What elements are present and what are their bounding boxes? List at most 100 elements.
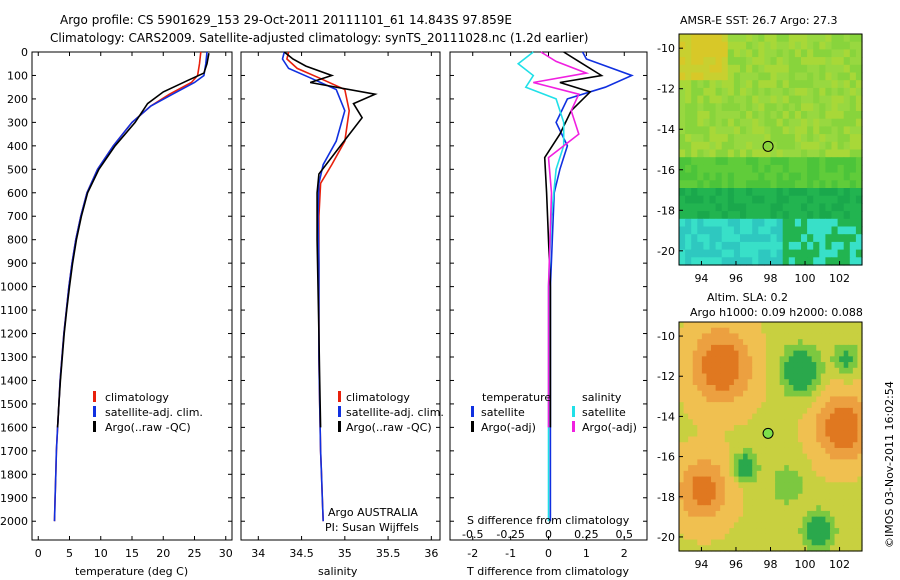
sla-map-cell [779,407,785,415]
legend-label-sal-argo: Argo(-adj) [582,421,637,434]
sst-map-cell [691,80,698,89]
sst-map-cell [758,111,765,120]
sla-map-cell [788,522,794,529]
sst-map-cell [679,141,686,151]
sst-map-cell [740,180,747,189]
sst-map-cell [831,157,839,166]
sla-map-cell [729,390,735,398]
sla-map-cell [743,344,749,352]
sla-map-cell [820,430,826,438]
legend-swatch-satellite [338,406,341,417]
sla-map-cell [765,327,772,335]
sst-map-cell [721,234,729,243]
sst-map-cell [733,234,741,243]
sla-map-cell [724,333,730,340]
sst-map-cell [727,211,735,220]
sla-map-cell [738,528,744,535]
sla-map-cell [811,402,817,409]
sla-map-cell [793,396,799,403]
sla-map-cell [761,510,767,518]
sst-map-cell [819,195,826,204]
sst-map-cell [807,95,814,104]
sla-map-cell [775,373,781,380]
sst-map-cell [685,134,692,143]
sst-map-cell [740,95,747,104]
sla-map-cell [775,322,781,329]
sla-map-cell [843,362,849,369]
sla-map-cell [724,516,730,523]
sla-map-cell [770,333,776,340]
sst-map-cell [697,34,704,43]
sst-map-cell [679,188,686,197]
sla-map-cell [711,402,717,409]
sla-map-cell [738,322,744,329]
sla-map-cell [784,442,790,449]
sst-map-cell [801,249,808,258]
sla-map-cell [807,362,813,369]
sla-map-xtick-label: 100 [795,558,816,571]
sla-map-cell [706,510,712,518]
sla-map-cell [756,430,762,438]
sla-map-cell [706,390,712,398]
sla-map-cell [724,465,730,472]
sla-map-cell [756,396,762,403]
sst-map-cell [776,157,784,166]
legend-swatch-temp-argo [471,421,474,432]
sla-map-cell [747,436,753,443]
sst-map-cell [782,49,790,58]
sla-map-cell [683,322,689,329]
sla-map-cell [770,350,776,357]
sla-map-cell [784,402,790,409]
sla-map-cell [825,505,831,512]
sst-map-cell [813,188,820,197]
sst-map-cell [721,41,729,50]
sla-map-cell [765,362,772,369]
sst-map-cell [776,211,784,220]
sst-map-cell [770,95,778,104]
sst-map-cell [685,188,692,197]
depth-tick-label: 1100 [0,304,28,317]
sst-map-cell [849,157,857,166]
sla-map-cell [724,425,730,432]
sla-map-cell [761,465,767,472]
sla-map-cell [839,539,845,546]
sla-map-cell [770,493,776,501]
sla-map-cell [743,539,749,546]
sst-map-cell [740,188,747,197]
sla-map-cell [788,436,794,443]
sla-map-cell [761,459,767,466]
sla-map-cell [784,384,790,392]
sla-map-cell [811,367,817,375]
sla-map-cell [770,482,776,489]
sla-map-cell [738,373,744,380]
sla-map-cell [779,362,785,369]
sla-map-cell [697,425,703,432]
sla-map-cell [733,413,740,420]
sla-map-cell [784,505,790,512]
sla-map-cell [683,533,689,541]
sla-map-cell [811,499,817,506]
sla-map-cell [834,476,840,483]
sla-map-cell [770,322,776,329]
sst-map-cell [819,126,826,135]
sla-map-cell [775,339,781,346]
sla-map-cell [706,396,712,403]
sla-map-cell [788,528,794,535]
sla-map-cell [683,510,689,518]
sla-map-cell [715,402,721,409]
sst-map-cell [697,87,704,97]
sst-map-cell [788,157,796,166]
sla-map-cell [839,488,845,495]
sla-map-cell [784,379,790,386]
sla-map-cell [761,447,767,455]
sla-map-cell [857,465,863,472]
sla-map-cell [761,402,767,409]
sla-map-cell [733,430,740,438]
sla-map-cell [711,470,717,478]
sst-map-cell [782,172,790,181]
sst-map-cell [819,226,826,235]
sla-map-cell [688,510,694,518]
sla-map-cell [715,425,721,432]
sla-map-cell [797,356,804,363]
sla-map-cell [729,465,735,472]
